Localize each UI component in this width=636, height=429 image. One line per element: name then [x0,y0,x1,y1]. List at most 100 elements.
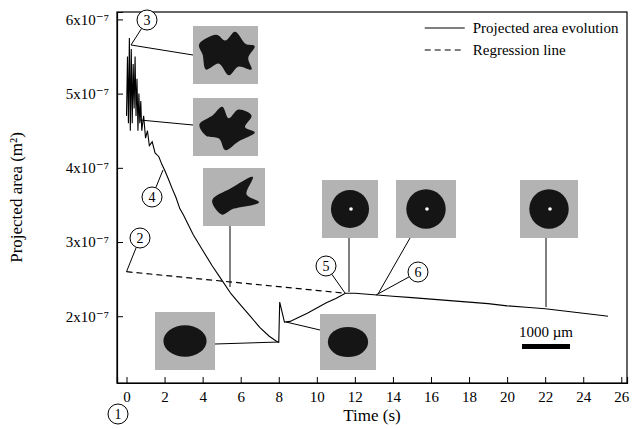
tick-label: 8 [276,389,284,405]
inset [193,98,258,156]
x-axis-title: Time (s) [343,406,400,425]
inset [203,168,265,226]
tick-label: 24 [576,389,592,405]
x-tick: 8 [276,377,284,405]
tick-label: 10 [310,389,325,405]
inset-photo [193,26,258,84]
inset-photo [520,180,578,238]
y-axis-title: Projected area (m²) [7,132,26,263]
tick-label: 26 [614,389,630,405]
particle [212,177,259,215]
inset [396,180,456,238]
tick-label: 12 [348,389,363,405]
annotation-label: 1 [115,407,122,422]
tick-label: 0 [123,389,131,405]
annotation-label: 2 [137,231,144,246]
annotation-leader [332,274,345,293]
x-tick: 10 [310,377,325,405]
tick-mark [117,242,123,243]
particle [406,189,445,228]
tick-mark [393,377,394,383]
legend-label: Projected area evolution [473,20,619,36]
tick-label: 6 [237,389,245,405]
tick-mark [241,377,242,383]
annotation-circle [142,187,162,207]
annotation-leader [376,277,409,295]
y-tick: 6x10⁻⁷ [66,12,123,28]
y-tick: 3x10⁻⁷ [66,234,123,250]
annotation-leader [156,170,163,188]
tick-label: 16 [424,389,440,405]
x-tick: 2 [161,377,169,405]
particle [199,32,255,76]
tick-mark [507,377,508,383]
legend-swatch [425,49,465,50]
x-tick: 16 [424,377,440,405]
tick-mark [117,94,123,95]
inset-photo [203,168,265,226]
tick-label: 5x10⁻⁷ [66,86,109,102]
tick-mark [117,316,123,317]
tick-mark [117,19,123,20]
inset-leader [349,238,350,292]
inset [320,314,376,370]
tick-mark [279,377,280,383]
x-tick: 14 [386,377,402,405]
tick-mark [469,377,470,383]
tick-label: 2x10⁻⁷ [66,309,109,325]
inset-leader [215,342,279,344]
series-line [127,38,608,342]
particle [529,189,568,228]
particle-highlight [349,207,353,211]
annotation-label: 3 [144,13,151,28]
tick-mark [621,377,622,383]
tick-label: 4 [199,389,207,405]
annotation-label: 5 [323,259,330,274]
inset [193,26,258,84]
plot-frame [117,12,627,383]
particle [328,327,368,357]
inset-photo [320,314,376,370]
legend: Projected area evolution Regression line [425,20,619,58]
plot-data [127,38,608,342]
legend-item: Regression line [425,42,566,58]
y-tick: 2x10⁻⁷ [66,309,123,325]
annotation-circle [408,262,428,282]
tick-mark [583,377,584,383]
tick-mark [117,168,123,169]
particle-highlight [425,207,429,211]
scale-bar [522,344,570,349]
tick-label: 18 [462,389,477,405]
tick-mark [545,377,546,383]
axis-line [118,377,628,384]
tick-label: 20 [500,389,515,405]
x-tick: 22 [538,377,553,405]
x-tick: 24 [576,377,592,405]
x-tick: 26 [614,377,630,405]
y-axis: 2x10⁻⁷ 3x10⁻⁷ 4x10⁻⁷ 5x10⁻⁷ 6x10⁻⁷ [66,12,123,384]
x-tick: 20 [500,377,515,405]
inset-leader [140,120,193,125]
x-tick: 4 [199,377,207,405]
x-tick: 6 [237,377,245,405]
tick-mark [165,377,166,383]
inset-leader [546,238,547,307]
legend-label: Regression line [473,42,566,58]
annotation-circle [137,10,157,30]
x-tick: 18 [462,377,477,405]
tick-mark [127,377,128,383]
tick-mark [317,377,318,383]
legend-swatch [425,27,465,28]
annotation-label: 6 [415,265,422,280]
inset [322,180,378,238]
inset-leader [286,322,320,330]
annotation-circle [130,228,150,248]
inset-leader [131,45,193,55]
inset-photo [322,180,378,238]
annotation-label: 4 [149,190,156,205]
annotations: 123456 [108,10,428,424]
scale-bar-label: 1000 µm [519,324,573,340]
tick-label: 4x10⁻⁷ [66,160,109,176]
axis-line [118,13,124,384]
inset [155,312,215,370]
